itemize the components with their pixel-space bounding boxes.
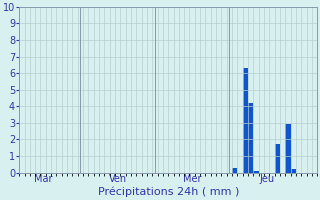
Bar bbox=[275, 144, 280, 173]
Bar bbox=[291, 169, 296, 173]
Bar bbox=[253, 171, 259, 173]
Bar bbox=[248, 103, 253, 173]
Bar bbox=[285, 124, 291, 173]
X-axis label: Précipitations 24h ( mm ): Précipitations 24h ( mm ) bbox=[98, 187, 239, 197]
Bar bbox=[232, 168, 237, 173]
Bar bbox=[243, 68, 248, 173]
